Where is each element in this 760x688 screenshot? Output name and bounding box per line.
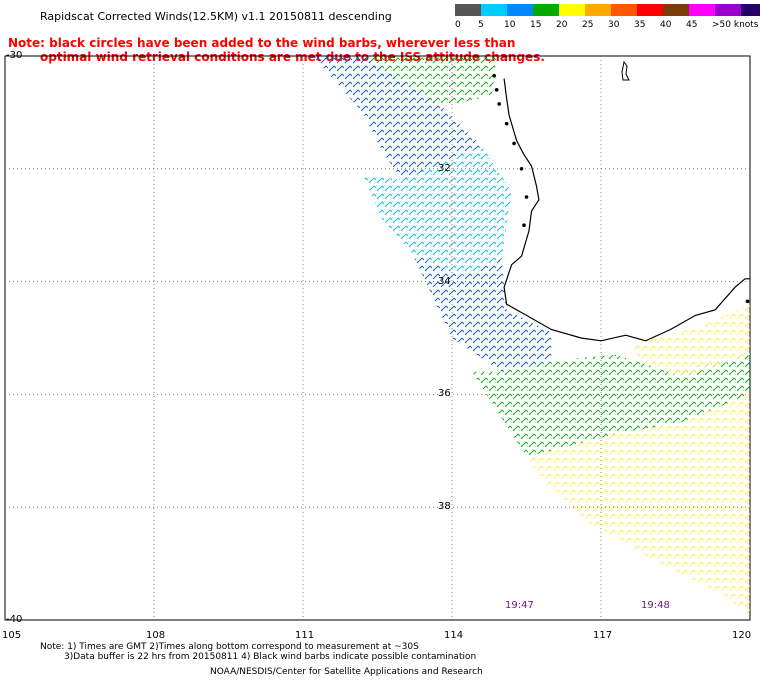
scale-label: 20 <box>556 20 568 30</box>
scale-label: 40 <box>660 20 672 30</box>
island-shape <box>621 60 630 81</box>
contamination-dot <box>512 141 516 146</box>
scale-swatch <box>715 4 741 16</box>
scale-label: 25 <box>582 20 594 30</box>
scale-swatch <box>689 4 715 16</box>
scale-swatch <box>663 4 689 16</box>
wind-region-20-25 <box>630 304 750 378</box>
latitude-label: 38 <box>438 501 451 513</box>
scale-label: 35 <box>634 20 646 30</box>
longitude-label: 114 <box>444 630 464 641</box>
longitude-label: 111 <box>295 630 315 641</box>
scale-label: 15 <box>530 20 542 30</box>
contamination-markers <box>492 73 750 304</box>
wind-region-20-25 <box>526 394 750 615</box>
scale-swatch <box>637 4 663 16</box>
contamination-dot <box>522 223 526 227</box>
time-label-1948: 19:48 <box>641 600 670 611</box>
latitude-label: 36 <box>438 388 451 400</box>
contamination-dot <box>519 167 524 171</box>
scale-label: 45 <box>686 20 698 30</box>
color-scale-bar <box>455 4 760 16</box>
scale-label: 10 <box>504 20 516 30</box>
latitude-label: 34 <box>438 275 451 287</box>
scale-swatch <box>481 4 507 16</box>
longitude-label: 120 <box>732 630 752 641</box>
contamination-dot <box>745 299 750 304</box>
footer-note-1: Note: 1) Times are GMT 2)Times along bot… <box>40 642 419 652</box>
wind-swath-layer <box>312 56 750 615</box>
latitude-label: -40 <box>6 614 23 625</box>
scale-label: >50 knots <box>712 20 759 30</box>
coastline <box>503 78 750 342</box>
graticule-layer <box>5 56 750 620</box>
time-label-1947: 19:47 <box>505 600 534 611</box>
wind-region-10-15 <box>412 253 552 372</box>
color-scale-labels: 0 5 10 15 20 25 30 35 40 45 >50 knots <box>455 20 760 34</box>
scale-swatch <box>611 4 637 16</box>
scale-swatch <box>741 4 760 16</box>
wind-region-10-15 <box>312 56 482 181</box>
scale-label: 5 <box>478 20 484 30</box>
contamination-dot <box>497 102 501 106</box>
scale-label: 0 <box>455 20 461 30</box>
footer-credit: NOAA/NESDIS/Center for Satellite Applica… <box>210 667 483 677</box>
island-outline <box>621 60 630 81</box>
scale-swatch <box>533 4 559 16</box>
contamination-dot <box>524 195 529 199</box>
scale-swatch <box>507 4 533 16</box>
note-line-1: Note: black circles have been added to t… <box>8 36 516 50</box>
map-title: Rapidscat Corrected Winds(12.5KM) v1.1 2… <box>40 10 392 23</box>
latitude-label: -30 <box>6 50 23 61</box>
footer-note-2: 3)Data buffer is 22 hrs from 20150811 4)… <box>64 652 477 662</box>
wind-region-5-10 <box>362 146 512 276</box>
longitude-label: 117 <box>593 630 613 641</box>
scale-label: 30 <box>608 20 620 30</box>
latitude-label: 32 <box>438 162 451 174</box>
wind-region-15-20 <box>362 56 497 107</box>
contamination-dot <box>504 121 509 126</box>
scale-swatch <box>585 4 611 16</box>
contamination-dot <box>494 88 499 92</box>
scale-swatch <box>559 4 585 16</box>
contamination-dot <box>492 73 497 78</box>
longitude-label: 108 <box>146 630 166 641</box>
wind-speed-scale: 0 5 10 15 20 25 30 35 40 45 >50 knots <box>455 4 760 34</box>
wind-region-15-20 <box>471 354 750 457</box>
longitude-label: 105 <box>2 630 22 641</box>
scale-swatch <box>455 4 481 16</box>
